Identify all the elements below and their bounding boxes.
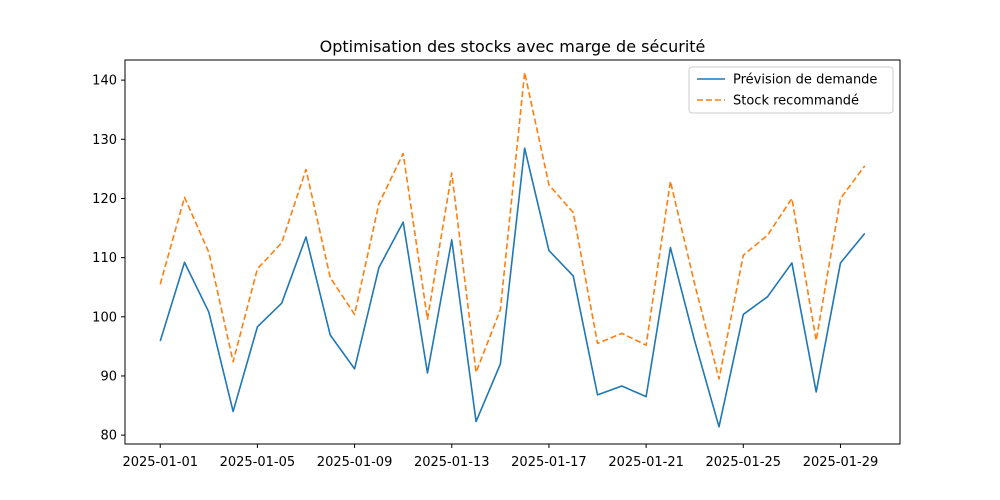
- axes-frame: [124, 59, 901, 445]
- y-tick-label: 100: [92, 310, 117, 325]
- series-line-2: [159, 71, 866, 380]
- y-tick-label: 90: [100, 369, 117, 384]
- axes: 80 90 100 110 120 130 140 2025-01-01 2025-01-05 2…: [92, 59, 901, 470]
- x-tick-label: 2025-01-05: [220, 455, 296, 470]
- legend-label-2: Stock recommandé: [733, 94, 859, 109]
- x-tick-label: 2025-01-29: [803, 455, 879, 470]
- x-tick-label: 2025-01-17: [511, 455, 587, 470]
- y-tick-label: 80: [100, 429, 117, 444]
- x-tick-label: 2025-01-21: [608, 455, 684, 470]
- y-tick-label: 110: [92, 251, 117, 266]
- y-tick-label: 140: [92, 74, 117, 89]
- y-tick-label: 130: [92, 133, 117, 148]
- legend-box: [688, 66, 894, 114]
- legend-label-1: Prévision de demande: [733, 73, 877, 88]
- x-tick-label: 2025-01-13: [414, 455, 490, 470]
- x-tick-label: 2025-01-25: [706, 455, 782, 470]
- chart-title: Optimisation des stocks avec marge de sé…: [320, 37, 706, 56]
- x-tick-label: 2025-01-01: [122, 455, 198, 470]
- y-tick-label: 120: [92, 192, 117, 207]
- x-tick-label: 2025-01-09: [317, 455, 393, 470]
- series-line-1: [159, 147, 866, 428]
- legend: Prévision de demande Stock recommandé: [688, 66, 894, 114]
- plot-area: [159, 71, 866, 428]
